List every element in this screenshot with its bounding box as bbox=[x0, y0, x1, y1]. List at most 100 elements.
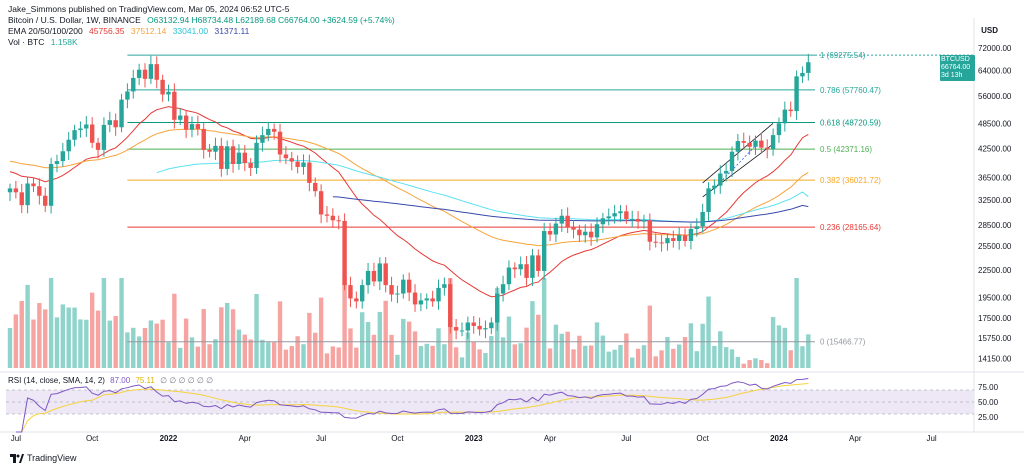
brand-name: TradingView bbox=[27, 453, 77, 463]
volume-bar bbox=[213, 339, 218, 368]
time-tick-label: Jul bbox=[11, 434, 21, 443]
volume-bar bbox=[659, 350, 664, 368]
rsi-line bbox=[15, 378, 809, 433]
volume-bar bbox=[430, 345, 435, 368]
candle-body bbox=[495, 293, 500, 323]
volume-bar bbox=[313, 332, 318, 368]
candle-body bbox=[142, 69, 148, 79]
volume-bar bbox=[360, 312, 365, 368]
candle-body bbox=[213, 145, 218, 152]
price-tick-label: 14150.00 bbox=[978, 355, 1012, 364]
volume-bar bbox=[436, 328, 441, 368]
rsi-legend[interactable]: RSI (14, close, SMA, 14, 2) 87.00 75.11 … bbox=[8, 376, 216, 385]
candle-body bbox=[448, 284, 453, 328]
candle-body bbox=[89, 124, 95, 143]
time-tick-label: Apr bbox=[544, 434, 557, 443]
candle-body bbox=[365, 270, 371, 286]
candle-body bbox=[477, 325, 482, 330]
time-tick-label: Oct bbox=[696, 434, 709, 443]
volume-bar bbox=[324, 353, 330, 368]
candle-body bbox=[800, 72, 805, 77]
volume-bar bbox=[806, 334, 811, 368]
tradingview-brand[interactable]: TradingView bbox=[10, 453, 77, 463]
volume-bar bbox=[747, 360, 752, 368]
volume-bar bbox=[583, 345, 588, 368]
price-axis[interactable]: 72000.00 64000.00 56000.00 48500.00 42500.00… bbox=[978, 44, 1012, 422]
candle-body bbox=[7, 188, 13, 193]
candle-body bbox=[442, 284, 447, 288]
candle-body bbox=[283, 154, 289, 159]
candle-body bbox=[113, 120, 118, 128]
candle-body bbox=[665, 238, 670, 244]
ohlc-values: O63132.94 H68734.48 L62189.68 C66764.00 … bbox=[147, 15, 395, 25]
volume-bar bbox=[72, 307, 77, 368]
volume-bar bbox=[524, 327, 529, 368]
ema-legend[interactable]: EMA 20/50/100/200 45756.35 37512.14 3304… bbox=[8, 26, 253, 37]
candle-body bbox=[72, 130, 77, 140]
candle-body bbox=[160, 79, 165, 95]
candlesticks bbox=[7, 53, 811, 340]
candle-body bbox=[500, 284, 506, 294]
candle-body bbox=[536, 255, 541, 271]
candle-body bbox=[107, 120, 112, 125]
candle-body bbox=[406, 279, 412, 293]
rsi-tick-label: 50.00 bbox=[978, 398, 999, 407]
candle-body bbox=[723, 170, 729, 174]
candle-body bbox=[254, 142, 259, 168]
candle-body bbox=[230, 146, 236, 164]
volume-bar bbox=[266, 342, 271, 368]
candle-body bbox=[154, 64, 159, 80]
candle-body bbox=[600, 218, 606, 225]
volume-bar bbox=[383, 300, 388, 368]
candle-body bbox=[31, 183, 36, 187]
author-line: Jake_Simmons published on TradingView.co… bbox=[8, 4, 290, 14]
candle-body bbox=[618, 211, 623, 214]
candle-body bbox=[354, 298, 359, 302]
price-tick-label: 36500.00 bbox=[978, 174, 1012, 183]
volume-bar bbox=[277, 301, 283, 368]
currency-label[interactable]: USD bbox=[981, 26, 998, 35]
volume-bar bbox=[765, 363, 770, 368]
volume-bar bbox=[700, 323, 705, 368]
volume-bar bbox=[371, 334, 377, 368]
volume-bar bbox=[172, 293, 177, 368]
symbol-name[interactable]: Bitcoin / U.S. Dollar, 1W, BINANCE bbox=[8, 15, 141, 25]
price-tick-label: 64000.00 bbox=[978, 66, 1012, 75]
candle-body bbox=[172, 91, 177, 120]
volume-bar bbox=[506, 316, 512, 368]
price-tick-label: 15750.00 bbox=[978, 334, 1012, 343]
candle-body bbox=[770, 135, 776, 150]
candle-body bbox=[659, 242, 664, 244]
time-axis[interactable]: Jul Oct 2022 Apr Jul Oct 2023 Apr Jul Oct 2024 Apr J… bbox=[11, 434, 937, 443]
candle-body bbox=[765, 147, 770, 150]
volume-bar bbox=[500, 337, 506, 368]
time-tick-label: 2024 bbox=[770, 434, 788, 443]
fibonacci-retracement: 1 (69275.54) 0.786 (57760.47) 0.618 (48720… bbox=[127, 51, 974, 347]
volume-bar bbox=[653, 356, 658, 368]
candle-body bbox=[612, 213, 617, 217]
volume-bar bbox=[154, 323, 159, 368]
volume-bar bbox=[248, 339, 253, 368]
volume-bar bbox=[178, 347, 183, 368]
candle-body bbox=[178, 115, 183, 120]
candle-body bbox=[54, 161, 60, 164]
volume-bar bbox=[483, 352, 488, 368]
candle-body bbox=[747, 142, 752, 147]
rsi-value: 87.00 bbox=[110, 376, 131, 385]
volume-bar bbox=[442, 344, 447, 368]
candle-body bbox=[201, 128, 206, 150]
volume-bar bbox=[794, 278, 799, 368]
volume-bar bbox=[307, 312, 312, 368]
candle-body bbox=[630, 218, 635, 220]
volume-bar bbox=[565, 331, 570, 368]
candle-body bbox=[360, 285, 365, 302]
volume-bar bbox=[412, 331, 418, 368]
candle-body bbox=[101, 124, 107, 150]
candle-body bbox=[453, 327, 459, 331]
volume-bar bbox=[89, 292, 95, 368]
volume-bars bbox=[7, 278, 811, 368]
volume-bar bbox=[289, 346, 294, 368]
volume-bar bbox=[271, 342, 277, 368]
volume-legend[interactable]: Vol · BTC 1.158K bbox=[8, 37, 82, 48]
